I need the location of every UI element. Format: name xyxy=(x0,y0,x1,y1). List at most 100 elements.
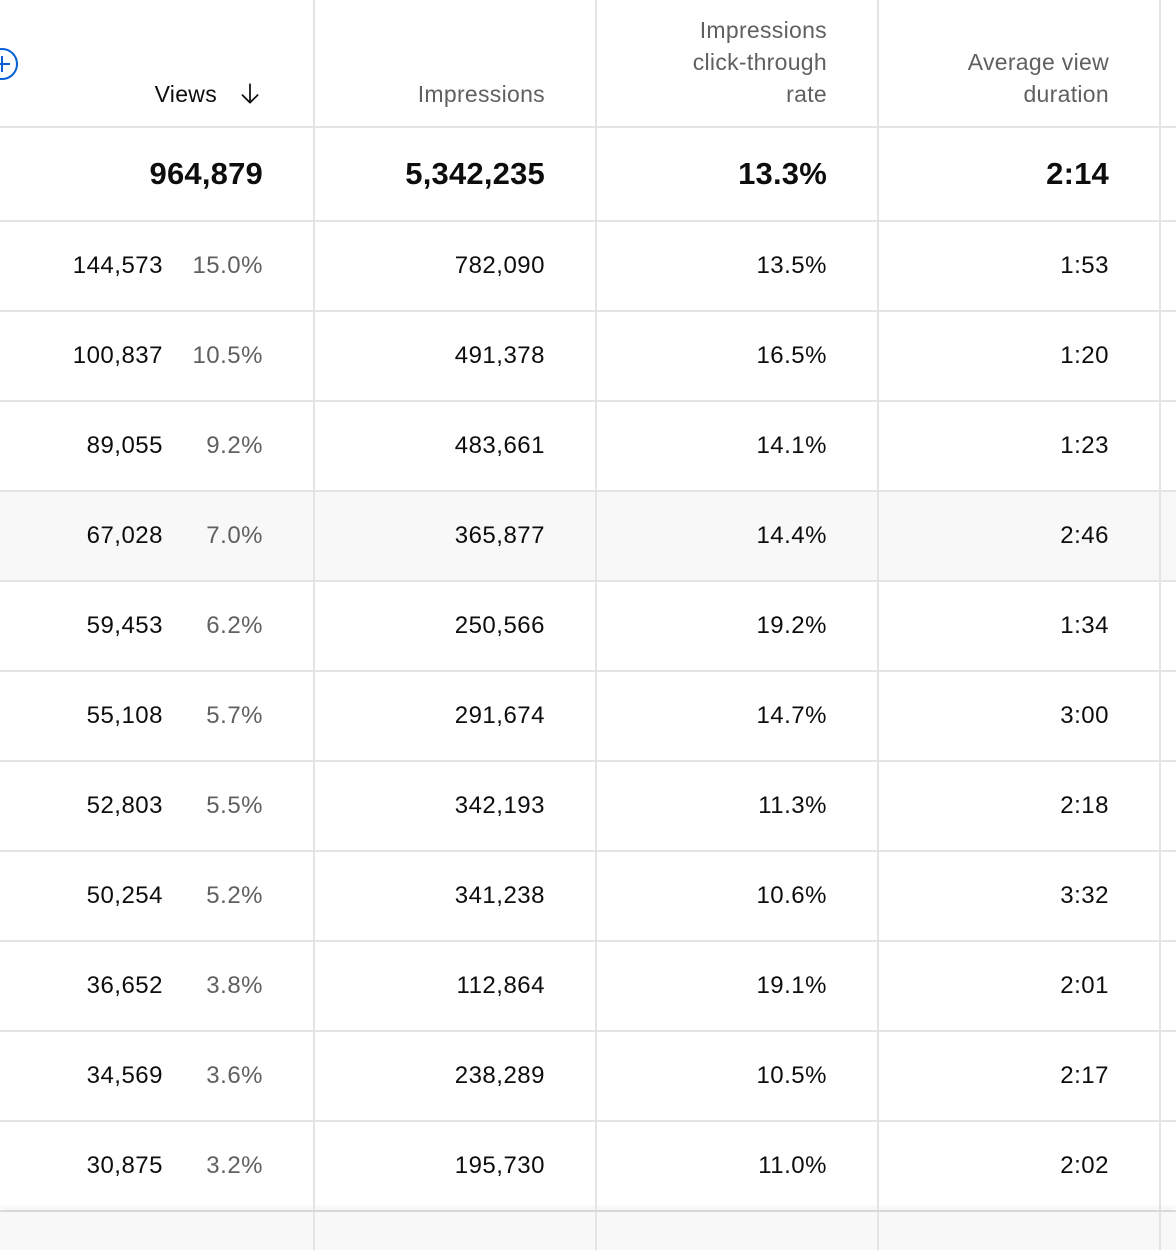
totals-row: 964,879 5,342,235 13.3% 2:14 xyxy=(0,128,1176,222)
row-views-share: 15.0% xyxy=(192,252,263,279)
impressions-column-header[interactable]: Impressions xyxy=(315,0,597,126)
row-ctr: 19.1% xyxy=(756,972,827,999)
row-impressions: 291,674 xyxy=(454,702,545,729)
views-cell: 100,837 10.5% xyxy=(0,312,315,400)
row-views: 144,573 xyxy=(72,252,163,279)
row-avd: 3:00 xyxy=(1060,702,1109,729)
avd-cell: 2:17 xyxy=(879,1032,1161,1120)
row-views: 89,055 xyxy=(86,432,163,459)
overflow-column xyxy=(1161,0,1176,126)
row-views: 100,837 xyxy=(72,342,163,369)
table-row[interactable]: 52,803 5.5% 342,193 11.3% 2:18 xyxy=(0,762,1176,852)
table-row[interactable]: 100,837 10.5% 491,378 16.5% 1:20 xyxy=(0,312,1176,402)
overflow-column xyxy=(1161,402,1176,490)
row-views-share: 3.8% xyxy=(206,972,263,999)
row-impressions: 250,566 xyxy=(454,612,545,639)
avd-cell: 3:32 xyxy=(879,852,1161,940)
table-header-row: Views Impressions Impressions click-thro… xyxy=(0,0,1176,128)
table-row[interactable]: 144,573 15.0% 782,090 13.5% 1:53 xyxy=(0,222,1176,312)
table-row[interactable]: 50,254 5.2% 341,238 10.6% 3:32 xyxy=(0,852,1176,942)
avd-cell: 2:02 xyxy=(879,1122,1161,1210)
impressions-cell: 112,864 xyxy=(315,942,597,1030)
views-cell: 50,254 5.2% xyxy=(0,852,315,940)
ctr-cell: 11.0% xyxy=(597,1122,879,1210)
avd-column-header[interactable]: Average view duration xyxy=(879,0,1161,126)
row-ctr: 14.1% xyxy=(756,432,827,459)
ctr-cell: 11.3% xyxy=(597,762,879,850)
overflow-column xyxy=(1161,1212,1176,1250)
row-views-share: 3.6% xyxy=(206,1062,263,1089)
row-avd: 1:53 xyxy=(1060,252,1109,279)
views-cell: 144,573 15.0% xyxy=(0,222,315,310)
table-row[interactable]: 67,028 7.0% 365,877 14.4% 2:46 xyxy=(0,492,1176,582)
views-cell: 59,453 6.2% xyxy=(0,582,315,670)
table-body: 144,573 15.0% 782,090 13.5% 1:53 100,837… xyxy=(0,222,1176,1250)
overflow-column xyxy=(1161,222,1176,310)
row-ctr: 10.6% xyxy=(756,882,827,909)
row-views: 59,453 xyxy=(86,612,163,639)
row-ctr: 13.5% xyxy=(756,252,827,279)
row-avd: 2:46 xyxy=(1060,522,1109,549)
overflow-column xyxy=(1161,582,1176,670)
table-row[interactable]: 27,066 2.8% 148,742 12.4% 1:51 xyxy=(0,1212,1176,1250)
total-avd-cell: 2:14 xyxy=(879,128,1161,220)
impressions-cell: 195,730 xyxy=(315,1122,597,1210)
views-header-group: Views xyxy=(155,78,263,110)
row-views-share: 6.2% xyxy=(206,612,263,639)
ctr-cell: 13.5% xyxy=(597,222,879,310)
impressions-cell: 238,289 xyxy=(315,1032,597,1120)
table-row[interactable]: 55,108 5.7% 291,674 14.7% 3:00 xyxy=(0,672,1176,762)
total-views: 964,879 xyxy=(149,156,263,191)
overflow-column xyxy=(1161,492,1176,580)
table-row[interactable]: 36,652 3.8% 112,864 19.1% 2:01 xyxy=(0,942,1176,1032)
row-avd: 2:17 xyxy=(1060,1062,1109,1089)
row-avd: 2:01 xyxy=(1060,972,1109,999)
arrow-down-icon[interactable] xyxy=(237,81,263,107)
row-views: 30,875 xyxy=(86,1152,163,1179)
table-row[interactable]: 34,569 3.6% 238,289 10.5% 2:17 xyxy=(0,1032,1176,1122)
avd-cell: 2:01 xyxy=(879,942,1161,1030)
views-cell: 30,875 3.2% xyxy=(0,1122,315,1210)
row-ctr: 16.5% xyxy=(756,342,827,369)
ctr-cell: 12.4% xyxy=(597,1212,879,1250)
row-impressions: 491,378 xyxy=(454,342,545,369)
views-cell: 36,652 3.8% xyxy=(0,942,315,1030)
ctr-cell: 10.5% xyxy=(597,1032,879,1120)
row-impressions: 341,238 xyxy=(454,882,545,909)
row-avd: 1:20 xyxy=(1060,342,1109,369)
table-row[interactable]: 89,055 9.2% 483,661 14.1% 1:23 xyxy=(0,402,1176,492)
ctr-cell: 19.2% xyxy=(597,582,879,670)
impressions-cell: 341,238 xyxy=(315,852,597,940)
total-avd: 2:14 xyxy=(1046,156,1109,191)
impressions-cell: 342,193 xyxy=(315,762,597,850)
overflow-column xyxy=(1161,128,1176,220)
row-views-share: 9.2% xyxy=(206,432,263,459)
add-column-icon[interactable] xyxy=(0,48,18,80)
avd-header-line: duration xyxy=(1023,81,1109,107)
avd-cell: 3:00 xyxy=(879,672,1161,760)
avd-cell: 2:46 xyxy=(879,492,1161,580)
overflow-column xyxy=(1161,312,1176,400)
ctr-header-line: rate xyxy=(786,81,827,107)
total-impressions: 5,342,235 xyxy=(405,156,545,191)
ctr-cell: 19.1% xyxy=(597,942,879,1030)
row-impressions: 238,289 xyxy=(454,1062,545,1089)
row-views: 50,254 xyxy=(86,882,163,909)
row-impressions: 342,193 xyxy=(454,792,545,819)
row-avd: 3:32 xyxy=(1060,882,1109,909)
table-row[interactable]: 30,875 3.2% 195,730 11.0% 2:02 xyxy=(0,1122,1176,1212)
table-row[interactable]: 59,453 6.2% 250,566 19.2% 1:34 xyxy=(0,582,1176,672)
row-views: 52,803 xyxy=(86,792,163,819)
views-column-header[interactable]: Views xyxy=(0,0,315,126)
ctr-column-header[interactable]: Impressions click-through rate xyxy=(597,0,879,126)
row-views-share: 5.2% xyxy=(206,882,263,909)
ctr-header-line: click-through xyxy=(692,49,827,75)
impressions-cell: 782,090 xyxy=(315,222,597,310)
views-header-label: Views xyxy=(154,81,217,107)
impressions-cell: 365,877 xyxy=(315,492,597,580)
row-impressions: 365,877 xyxy=(454,522,545,549)
row-impressions: 195,730 xyxy=(454,1152,545,1179)
impressions-cell: 491,378 xyxy=(315,312,597,400)
avd-cell: 1:20 xyxy=(879,312,1161,400)
